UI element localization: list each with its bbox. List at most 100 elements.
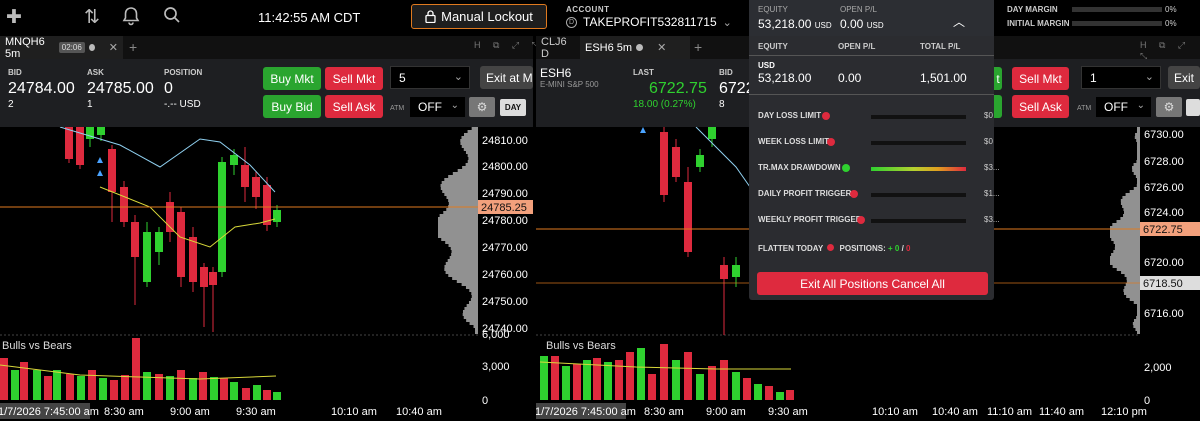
equity-label: EQUITY (758, 5, 788, 14)
volume-profile-bar (469, 322, 478, 325)
sell-ask-button[interactable]: Sell Ask (325, 95, 383, 118)
flatten-today-row: FLATTEN TODAY POSITIONS: + 0 / 0 (758, 244, 910, 253)
volume-profile-bar (1132, 322, 1140, 325)
volume-profile-bar (1135, 328, 1140, 331)
equity-summary[interactable]: EQUITY 53,218.00 USD OPEN P/L 0.00 USD ︿ (749, 0, 994, 36)
candle-body (230, 155, 238, 165)
volume-profile-bar (1125, 283, 1140, 286)
buy-mkt-button[interactable]: t (994, 67, 1002, 90)
left-price-chart[interactable]: 24810.00 24800.00 24790.00 24780.00 24770.00… (0, 127, 533, 421)
atm-label: ATM (390, 105, 405, 112)
volume-bar (720, 360, 728, 400)
right-price-chart[interactable]: 6730.00 6728.00 6726.00 6724.00 6720.00 6716.… (536, 127, 1200, 421)
position-value: 0 (164, 80, 173, 97)
exit-all-positions-button[interactable]: Exit All Positions Cancel All (757, 272, 988, 295)
manual-lockout-button[interactable]: Manual Lockout (411, 4, 547, 29)
volume-bar (273, 392, 281, 400)
close-icon[interactable]: ✕ (108, 42, 118, 54)
add-tab-icon[interactable]: + (129, 39, 138, 55)
volume-bar (754, 384, 762, 400)
volume-bar (132, 338, 140, 400)
risk-limit-value: $0 (984, 111, 993, 120)
buy-mkt-button[interactable]: Buy Mkt (263, 67, 321, 90)
chevron-up-icon[interactable]: ︿ (953, 15, 966, 29)
volume-profile-bar (1129, 190, 1140, 193)
sell-mkt-button[interactable]: Sell Mkt (325, 67, 383, 90)
risk-limit-label: TR.MAX DRAWDOWN (758, 163, 841, 172)
day-margin-label: DAY MARGIN (1007, 5, 1058, 14)
candle-body (189, 237, 197, 282)
close-icon[interactable]: ✕ (657, 42, 667, 54)
time-start-label: 1/7/2026 7:45:00 am (0, 406, 99, 418)
risk-limit-bar (871, 193, 966, 197)
quantity-select[interactable]: 1 ⌄ (1081, 66, 1161, 89)
time-axis-label: 8:30 am (644, 406, 684, 418)
tab-clj6[interactable]: CLJ6 D (536, 36, 580, 60)
price-axis-label: 24740.00 (482, 323, 528, 335)
chevron-down-icon: ⌄ (722, 16, 732, 29)
atm-select[interactable]: OFF ⌄ (410, 97, 465, 117)
volume-axis-label: 0 (1144, 395, 1150, 407)
sell-ask-button[interactable]: Sell Ask (1012, 95, 1069, 118)
volume-profile-bar (1111, 253, 1140, 256)
tab-mnqh6[interactable]: MNQH6 5m 02:06 ✕ (0, 36, 123, 60)
indicator-label: Bulls vs Bears (2, 340, 72, 352)
buy-bid-button[interactable]: Buy Bid (263, 95, 321, 118)
bid-price: 24784.00 (8, 80, 75, 97)
candle-body (684, 182, 692, 252)
quantity-select[interactable]: 5 ⌄ (390, 66, 470, 89)
candle-body (660, 132, 668, 195)
volume-profile-bar (1136, 139, 1140, 142)
account-label: ACCOUNT (566, 5, 610, 14)
bell-icon[interactable] (122, 6, 140, 31)
buy-bid-button[interactable] (994, 95, 1002, 118)
price-axis-label: 6716.00 (1144, 308, 1184, 320)
risk-limit-value: $1... (984, 189, 1000, 198)
sell-mkt-button[interactable]: Sell Mkt (1012, 67, 1069, 90)
volume-profile-bar (1133, 325, 1140, 328)
volume-profile-bar (456, 280, 478, 283)
exit-button[interactable]: Exit (1168, 66, 1200, 89)
tab-esh6[interactable]: ESH6 5m ✕ (580, 36, 690, 59)
add-icon[interactable]: ✚ (6, 7, 22, 28)
volume-bar (583, 360, 591, 400)
volume-bar (672, 360, 680, 400)
position-label: POSITION (164, 68, 203, 77)
volume-profile-bar (1116, 268, 1140, 271)
candle-body (65, 127, 73, 159)
search-icon[interactable] (163, 6, 181, 30)
open-pl-currency: USD (866, 21, 884, 30)
volume-bar (143, 372, 151, 400)
risk-limit-bar (871, 141, 966, 145)
left-window-icons[interactable]: H ⧉ ⤢ ⤡ (474, 40, 544, 50)
volume-profile-bar (1137, 304, 1140, 307)
equity-header: EQUITY (758, 42, 788, 51)
volume-profile-bar (1116, 220, 1140, 223)
price-axis-label: 24790.00 (482, 188, 528, 200)
volume-average-line (539, 361, 791, 370)
time-start-tag (536, 403, 626, 419)
gear-icon[interactable]: ⚙ (469, 97, 495, 117)
exit-at-mkt-button[interactable]: Exit at Mkt (480, 66, 533, 89)
gear-icon[interactable]: ⚙ (1156, 97, 1182, 117)
candle-body (97, 127, 105, 135)
volume-bar (696, 374, 704, 400)
volume-profile-bar (444, 178, 478, 181)
day-button[interactable]: DAY (500, 99, 526, 116)
candle-body (696, 155, 704, 167)
volume-profile-bar (1110, 232, 1140, 235)
price-axis-label: 6728.00 (1144, 156, 1184, 168)
volume-profile-bar (442, 190, 478, 193)
transfer-arrows-icon[interactable]: ⇅ (84, 7, 100, 28)
right-window-icons[interactable]: H ⧉ ⤢ ⤡ (1140, 40, 1191, 61)
atm-select[interactable]: OFF ⌄ (1096, 97, 1151, 117)
volume-profile-bar (449, 256, 478, 259)
volume-profile-bar (448, 274, 478, 277)
clock: 11:42:55 AM CDT (258, 10, 361, 25)
volume-profile-bar (1129, 298, 1140, 301)
add-tab-icon[interactable]: + (694, 39, 703, 55)
day-button[interactable] (1186, 99, 1200, 116)
account-selector[interactable]: D TAKEPROFIT532811715 ⌄ (566, 15, 732, 29)
volume-profile-bar (465, 286, 478, 289)
volume-axis-label: 0 (482, 395, 488, 407)
